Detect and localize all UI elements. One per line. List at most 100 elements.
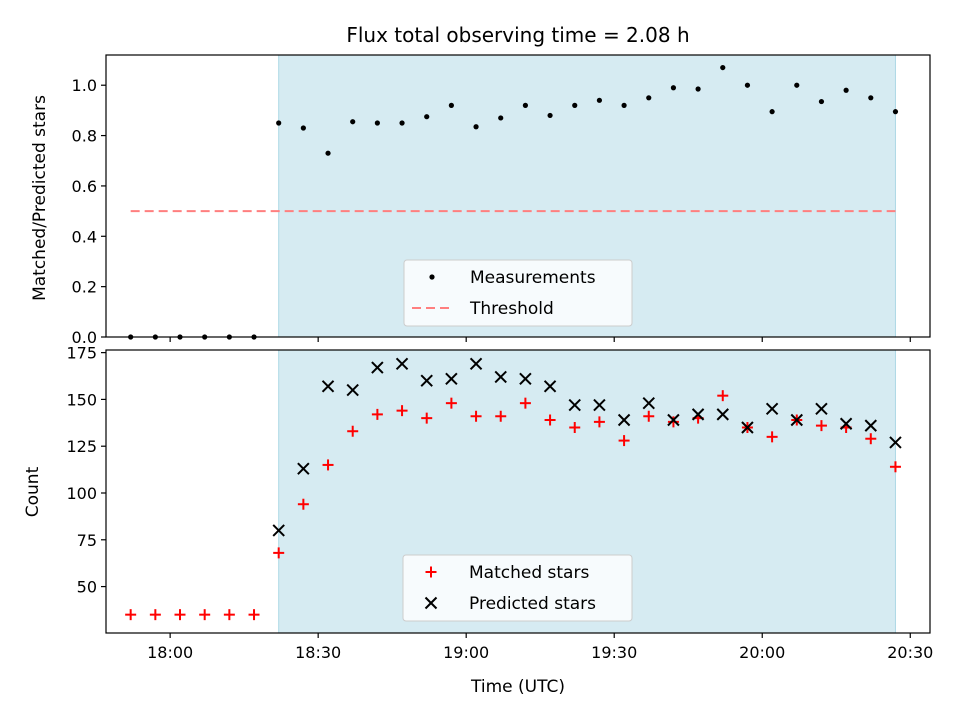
bottom-plus-point-14	[470, 410, 482, 422]
bottom-x-point-18-b	[716, 408, 729, 421]
bottom-plus-point-18	[569, 421, 581, 433]
xtick-label-0: 18:00	[147, 643, 193, 662]
top-ytick-label-2: 0.4	[72, 227, 97, 246]
bottom-x-point-8-b	[469, 357, 483, 371]
bottom-x-point-8	[469, 357, 483, 371]
top-dot-point-26	[769, 109, 775, 115]
bottom-plus-point-4	[223, 609, 235, 621]
top-ytick-label-1: 0.2	[72, 278, 97, 297]
bottom-plus-point-30	[865, 433, 877, 445]
bottom-plus-point-24	[717, 390, 729, 402]
top-dot-point-15	[498, 115, 504, 121]
bottom-x-point-7-b	[445, 372, 458, 386]
top-dot-point-29	[843, 87, 849, 93]
bottom-x-point-9	[494, 370, 507, 384]
bottom-plus-point-10	[371, 408, 383, 420]
bottom-x-point-17-b	[691, 408, 705, 421]
top-y-axis-label: Matched/Predicted stars	[30, 95, 50, 301]
bottom-x-point-11	[543, 380, 557, 393]
bottom-ytick-label-0: 50	[77, 578, 97, 597]
top-dot-point-13	[448, 102, 454, 108]
bottom-plus-point-0	[125, 609, 137, 621]
bottom-x-point-2-b	[321, 380, 335, 393]
bottom-x-point-17	[691, 408, 705, 421]
top-ticks: 0.0 0.2 0.4 0.6 0.8 1.0	[72, 76, 911, 347]
top-dot-point-6	[276, 120, 282, 126]
bottom-ytick-label-5: 175	[66, 344, 97, 363]
bottom-plus-point-9	[347, 425, 359, 437]
top-dot-point-27	[794, 82, 800, 88]
bottom-legend-box	[402, 554, 633, 622]
bottom-x-point-1	[297, 462, 310, 475]
bottom-x-point-5	[395, 357, 409, 371]
bottom-x-point-0-b	[272, 524, 285, 537]
bottom-x-point-3-b	[346, 383, 359, 397]
bottom-ytick-label-3: 125	[66, 437, 97, 456]
bottom-panel: 50 75 100 125 150 175 18:00 18:30 19:00 19:30 20:0…	[23, 344, 933, 697]
bottom-legend-label-1: Predicted stars	[469, 594, 596, 614]
bottom-plus-point-11	[396, 405, 408, 417]
top-legend-label-1: Threshold	[469, 299, 554, 319]
bottom-plus-point-17	[544, 414, 556, 426]
bottom-plus-point-7	[297, 498, 309, 510]
bottom-x-point-4	[371, 361, 384, 374]
top-dot-point-8	[325, 150, 331, 156]
bottom-x-point-10	[519, 372, 532, 386]
top-dot-point-24	[720, 64, 726, 71]
bottom-plus-point-2	[174, 609, 186, 621]
bottom-ticks: 50 75 100 125 150 175 18:00 18:30 19:00 19:30 20:0…	[66, 344, 933, 662]
top-dot-point-9	[350, 119, 356, 125]
bottom-plus-point-19	[593, 416, 605, 428]
bottom-plus-point-28	[815, 420, 827, 432]
bottom-legend-label-0: Matched stars	[469, 563, 589, 583]
bottom-x-point-20	[765, 402, 779, 415]
top-marks	[128, 64, 899, 340]
bottom-axes-frame	[105, 349, 931, 634]
bottom-plus-point-13	[445, 397, 457, 409]
top-dot-point-20	[621, 102, 627, 108]
bottom-plus-point-31	[889, 461, 901, 473]
bottom-x-point-9-b	[494, 370, 507, 384]
chart-title: Flux total observing time = 2.08 h	[346, 23, 689, 47]
top-legend-handle-0	[429, 274, 435, 280]
top-dot-point-22	[670, 85, 677, 91]
bottom-x-point-14	[617, 413, 631, 427]
bottom-plus-point-8	[322, 459, 334, 471]
top-panel: 0.0 0.2 0.4 0.6 0.8 1.0 Matched/Predicted sta…	[30, 54, 931, 347]
bottom-x-point-15-b	[642, 396, 655, 410]
bottom-x-point-6	[420, 374, 433, 387]
bottom-plus-point-1	[149, 609, 161, 621]
top-legend-box	[403, 259, 633, 327]
bottom-x-point-24-b	[864, 419, 877, 432]
bottom-x-point-7	[445, 372, 458, 386]
bottom-marks	[125, 357, 902, 621]
top-dot-point-17	[547, 112, 553, 119]
bottom-x-point-20-b	[765, 402, 779, 415]
bottom-x-point-12	[568, 398, 581, 412]
xtick-label-1: 18:30	[295, 643, 341, 662]
bottom-plus-point-15	[495, 410, 507, 422]
bottom-plus-point-22	[667, 416, 679, 428]
bottom-x-point-4-b	[371, 361, 384, 374]
bottom-x-point-0	[272, 524, 285, 537]
xtick-label-5: 20:30	[887, 643, 933, 662]
top-dot-point-16	[522, 102, 529, 108]
bottom-legend-handle-1	[424, 596, 438, 610]
top-dot-point-11	[399, 120, 405, 126]
bottom-x-point-24	[864, 419, 877, 432]
bottom-x-point-23-b	[839, 417, 853, 430]
bottom-x-point-12-b	[568, 398, 581, 412]
bottom-x-point-13	[593, 398, 606, 412]
bottom-x-point-3	[346, 383, 359, 397]
bottom-legend-handle-0	[425, 566, 437, 578]
bottom-y-axis-label: Count	[23, 466, 43, 517]
bottom-plus-point-16	[519, 397, 531, 409]
bottom-plus-point-26	[766, 431, 778, 443]
bottom-x-point-16	[667, 413, 680, 427]
bottom-x-point-18	[716, 408, 729, 421]
x-axis-label: Time (UTC)	[470, 677, 565, 697]
bottom-plus-point-5	[248, 609, 260, 621]
bottom-x-point-23	[839, 417, 853, 430]
bottom-x-point-25-b	[889, 436, 902, 449]
